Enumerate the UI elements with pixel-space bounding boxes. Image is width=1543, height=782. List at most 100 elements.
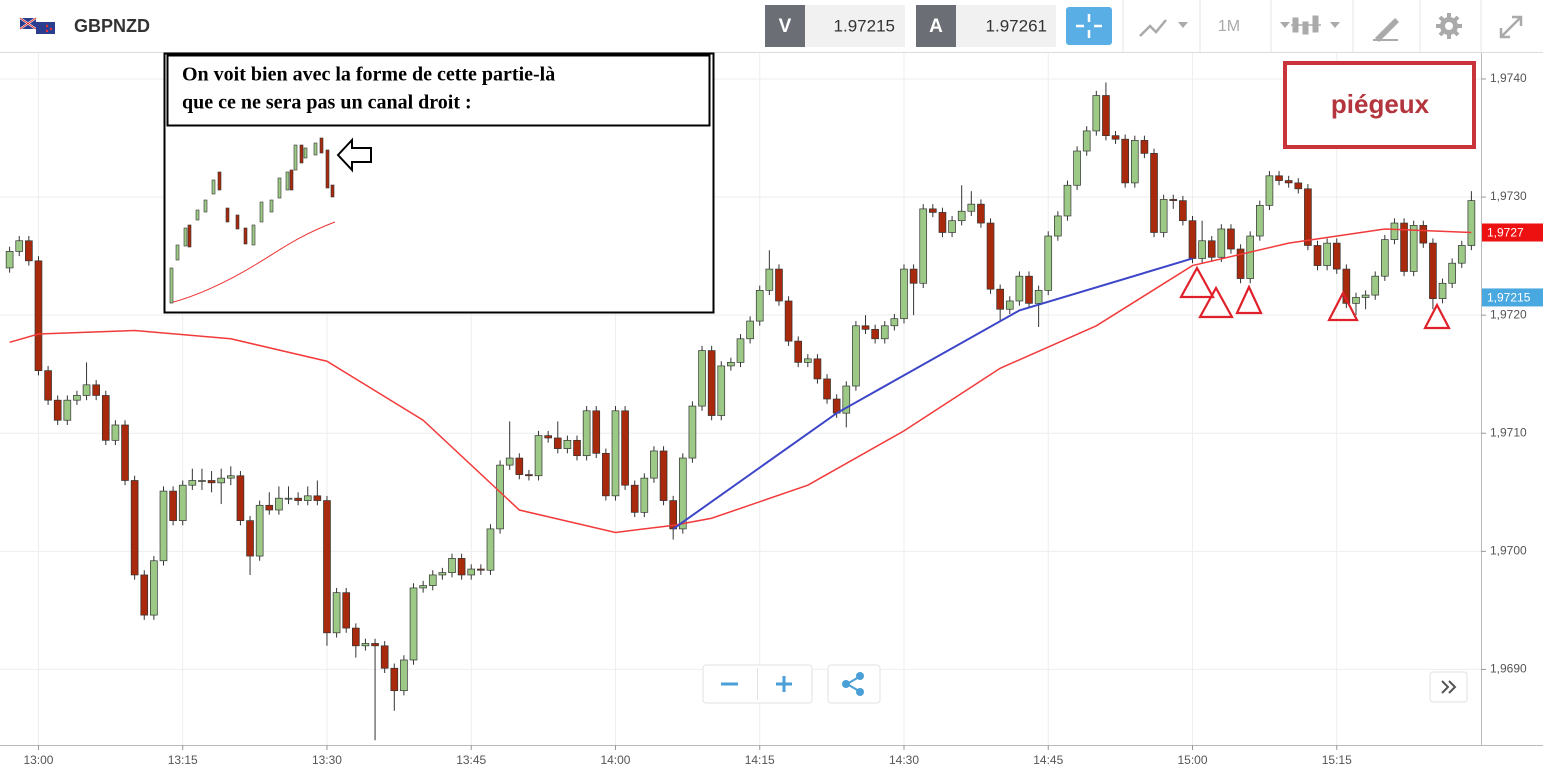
candle-body bbox=[1409, 225, 1418, 272]
y-tick-label: 1,9690 bbox=[1490, 662, 1527, 676]
candle-body bbox=[1025, 275, 1033, 304]
candle-body bbox=[1054, 215, 1062, 237]
candle-body bbox=[755, 290, 764, 322]
candle-body bbox=[1034, 290, 1043, 304]
candle-body bbox=[101, 395, 110, 441]
candle-body bbox=[659, 450, 668, 501]
scroll-right-button[interactable] bbox=[1429, 671, 1468, 703]
x-tick-label: 15:15 bbox=[1322, 753, 1352, 767]
bid-label: V bbox=[779, 16, 792, 37]
x-tick-label: 13:15 bbox=[168, 753, 198, 767]
candle-body bbox=[525, 474, 533, 477]
candle-body bbox=[400, 659, 408, 692]
candle-body bbox=[1371, 275, 1380, 296]
candle-body bbox=[1236, 248, 1245, 279]
bid-box[interactable] bbox=[805, 5, 905, 47]
candle-body bbox=[784, 300, 793, 342]
candle-body bbox=[630, 484, 639, 513]
candle-body bbox=[1467, 200, 1476, 246]
candle-body bbox=[140, 574, 149, 616]
x-tick-label: 15:00 bbox=[1177, 753, 1207, 767]
candle-body bbox=[1111, 135, 1120, 140]
candle-body bbox=[1255, 204, 1264, 237]
candle-body bbox=[457, 558, 466, 576]
candle-body bbox=[44, 370, 52, 401]
candle-body bbox=[1227, 228, 1235, 250]
candle-body bbox=[178, 484, 187, 521]
candle-body bbox=[1198, 240, 1206, 259]
candle-body bbox=[1159, 199, 1168, 233]
candle-body bbox=[852, 325, 860, 387]
candle-body bbox=[352, 627, 360, 647]
x-tick-label: 14:15 bbox=[745, 753, 775, 767]
x-tick-label: 14:30 bbox=[889, 753, 919, 767]
symbol: GBPNZD bbox=[74, 16, 150, 36]
candle-body bbox=[1390, 222, 1399, 240]
candle-body bbox=[804, 358, 812, 363]
candle-body bbox=[640, 477, 649, 513]
candle-body bbox=[1419, 225, 1428, 244]
candle-body bbox=[1313, 245, 1322, 266]
candle-body bbox=[130, 480, 139, 576]
candle-body bbox=[698, 350, 706, 407]
candle-body bbox=[986, 222, 995, 290]
price-tag bbox=[1482, 223, 1543, 242]
note-line: On voit bien avec la forme de cette part… bbox=[182, 64, 555, 86]
candle-body bbox=[150, 560, 158, 616]
candle-body bbox=[323, 500, 331, 634]
candle-body bbox=[727, 362, 735, 367]
tag-box: piégeux bbox=[1283, 61, 1476, 149]
candle-body bbox=[1044, 235, 1053, 291]
zoom-in-button[interactable] bbox=[776, 676, 792, 692]
candle-body bbox=[592, 410, 601, 454]
triangle-markers bbox=[1179, 265, 1451, 330]
candle-body bbox=[169, 490, 177, 521]
candle-body bbox=[53, 399, 62, 421]
candle-body bbox=[477, 568, 485, 571]
candle-body bbox=[823, 378, 831, 400]
note-line: que ce ne sera pas un canal droit : bbox=[182, 92, 472, 114]
ask-badge[interactable] bbox=[916, 5, 956, 47]
toolbar-icons[interactable] bbox=[1139, 13, 1523, 42]
candle-body bbox=[390, 667, 399, 692]
axes: 1,9690 1,9700 1,9710 1,9720 1,9730 1,9740 13:0… bbox=[23, 71, 1543, 767]
candle-body bbox=[534, 435, 543, 477]
candle-body bbox=[1073, 150, 1081, 186]
candle-body bbox=[938, 212, 947, 233]
candle-body bbox=[957, 210, 966, 222]
candle-body bbox=[275, 497, 283, 511]
candle-body bbox=[602, 452, 610, 497]
crosshair-button[interactable] bbox=[1066, 7, 1112, 45]
candle-body bbox=[1015, 275, 1024, 302]
candle-body bbox=[303, 495, 312, 501]
candle-body bbox=[25, 240, 33, 262]
candle-body bbox=[496, 464, 504, 530]
candle-body bbox=[1140, 140, 1149, 154]
candle-body bbox=[428, 574, 437, 586]
y-tick-label: 1,9740 bbox=[1490, 71, 1527, 85]
candle-body bbox=[1063, 184, 1072, 217]
ask-price: 1.97261 bbox=[986, 16, 1047, 35]
candle-body bbox=[1130, 140, 1139, 184]
candle-body bbox=[1381, 239, 1389, 277]
candle-body bbox=[890, 318, 899, 327]
candle-body bbox=[467, 568, 476, 576]
candle-body bbox=[900, 268, 908, 320]
share-button[interactable] bbox=[827, 664, 881, 704]
candle-body bbox=[544, 435, 552, 439]
candle-body bbox=[5, 251, 14, 269]
ask-box[interactable] bbox=[956, 5, 1056, 47]
candle-body bbox=[255, 504, 264, 557]
candle-body bbox=[611, 410, 620, 497]
x-tick-label: 14:00 bbox=[600, 753, 630, 767]
candle-body bbox=[265, 504, 274, 511]
x-tick-label: 13:30 bbox=[312, 753, 342, 767]
trendline bbox=[672, 257, 1193, 530]
candle-body bbox=[929, 208, 937, 213]
timeframe[interactable]: 1M bbox=[1218, 18, 1240, 35]
candle-body bbox=[582, 410, 591, 457]
bid-badge[interactable] bbox=[765, 5, 805, 47]
candle-body bbox=[765, 268, 774, 291]
candle-body bbox=[553, 437, 562, 449]
candle-body bbox=[63, 399, 72, 421]
